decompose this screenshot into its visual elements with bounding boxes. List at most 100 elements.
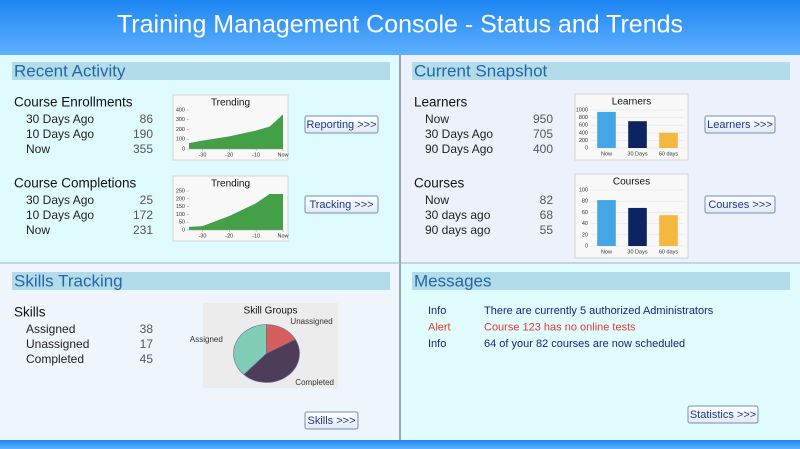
row-value: 190 <box>133 127 153 141</box>
x-tick-label: -10 <box>252 233 260 239</box>
pie-label: Unassigned <box>290 317 332 326</box>
panel-title-bar <box>412 272 790 290</box>
chart-title: Skill Groups <box>244 306 298 317</box>
row-label: 10 Days Ago <box>26 127 94 141</box>
y-tick-label: 250 <box>176 188 185 194</box>
button-frame[interactable] <box>704 195 776 214</box>
button-label[interactable]: Reporting >>> <box>306 119 376 131</box>
row-label: 30 Days Ago <box>26 193 94 207</box>
bar <box>628 207 647 246</box>
button-label[interactable]: Tracking >>> <box>309 199 373 211</box>
pie-label: Assigned <box>190 335 223 344</box>
row-label: Now <box>425 193 449 207</box>
group-title: Course Completions <box>14 176 137 191</box>
button[interactable]: Reporting >>> <box>304 115 379 134</box>
button-label[interactable]: Learners >>> <box>707 119 773 131</box>
row-value: 231 <box>133 223 153 237</box>
x-tick-label: 60 days <box>659 249 679 255</box>
panel-title-bar <box>12 272 390 290</box>
message-level: Alert <box>428 321 451 333</box>
row-value: 86 <box>140 112 154 126</box>
row-value: 950 <box>533 112 553 126</box>
button[interactable]: Skills >>> <box>304 411 359 430</box>
y-tick-label: 40 <box>582 221 588 227</box>
x-tick-label: Now <box>601 249 612 255</box>
message-text: There are currently 5 authorized Adminis… <box>484 305 714 317</box>
area <box>189 114 283 149</box>
message-level: Info <box>428 305 446 317</box>
row-label: 90 Days Ago <box>425 142 493 156</box>
y-tick-label: 100 <box>176 137 185 143</box>
button-frame[interactable] <box>304 195 379 214</box>
footer-bar <box>0 440 800 449</box>
message-text: 64 of your 82 courses are now scheduled <box>484 338 685 350</box>
y-tick-label: 1000 <box>576 107 588 113</box>
y-tick-label: 100 <box>579 187 588 193</box>
bar <box>628 121 647 148</box>
x-tick-label: Now <box>601 151 612 157</box>
button-frame[interactable] <box>704 115 776 134</box>
row-label: 10 Days Ago <box>26 208 94 222</box>
button-frame[interactable] <box>687 405 759 424</box>
row-value: 705 <box>533 127 553 141</box>
y-tick-label: 0 <box>182 146 185 152</box>
x-tick-label: 60 days <box>659 151 679 157</box>
row-value: 55 <box>540 223 554 237</box>
header-title: Training Management Console - Status and… <box>117 11 683 39</box>
row-label: 30 Days Ago <box>425 127 493 141</box>
panel-title: Skills Tracking <box>14 271 123 290</box>
area <box>189 193 283 230</box>
row-label: Unassigned <box>26 337 89 351</box>
button-frame[interactable] <box>304 411 359 430</box>
row-label: Completed <box>26 352 84 366</box>
y-tick-label: 600 <box>579 123 588 129</box>
y-tick-label: 300 <box>176 117 185 123</box>
group-title: Courses <box>414 176 465 191</box>
x-tick-label: Now <box>277 233 288 239</box>
x-tick-label: -30 <box>198 152 206 158</box>
message-level: Info <box>428 338 446 350</box>
bar <box>597 111 616 148</box>
button[interactable]: Tracking >>> <box>304 195 379 214</box>
panel-title: Current Snapshot <box>414 61 548 80</box>
button-label[interactable]: Statistics >>> <box>690 409 756 421</box>
pie-slice <box>243 339 300 383</box>
button-frame[interactable] <box>304 115 379 134</box>
chart-title: Learners <box>612 97 651 108</box>
button[interactable]: Courses >>> <box>704 195 776 214</box>
pie-label: Completed <box>295 378 334 387</box>
row-value: 172 <box>133 208 153 222</box>
panel-title-bar <box>12 62 390 80</box>
y-tick-label: 150 <box>176 204 185 210</box>
message-text: Course 123 has no online tests <box>484 321 636 333</box>
y-tick-label: 200 <box>176 127 185 133</box>
y-tick-label: 80 <box>582 199 588 205</box>
group-title: Learners <box>414 95 468 110</box>
button[interactable]: Learners >>> <box>704 115 776 134</box>
pie-slice <box>233 324 267 376</box>
chart-title: Courses <box>613 177 650 188</box>
row-label: Now <box>26 142 50 156</box>
row-value: 68 <box>540 208 554 222</box>
x-tick-label: 30 Days <box>627 249 647 255</box>
y-tick-label: 0 <box>585 145 588 151</box>
button-label[interactable]: Skills >>> <box>308 415 356 427</box>
row-label: 30 Days Ago <box>26 112 94 126</box>
bar <box>659 132 678 148</box>
button[interactable]: Statistics >>> <box>687 405 759 424</box>
x-tick-label: -10 <box>252 152 260 158</box>
button-label[interactable]: Courses >>> <box>708 199 771 211</box>
chart-title: Trending <box>211 98 250 109</box>
y-tick-label: 800 <box>579 115 588 121</box>
y-tick-label: 60 <box>582 210 588 216</box>
y-tick-label: 200 <box>176 196 185 202</box>
y-tick-label: 200 <box>579 138 588 144</box>
chart-title: Trending <box>211 179 250 190</box>
row-value: 17 <box>140 337 154 351</box>
row-value: 45 <box>140 352 154 366</box>
row-label: 90 days ago <box>425 223 491 237</box>
row-label: Now <box>26 223 50 237</box>
